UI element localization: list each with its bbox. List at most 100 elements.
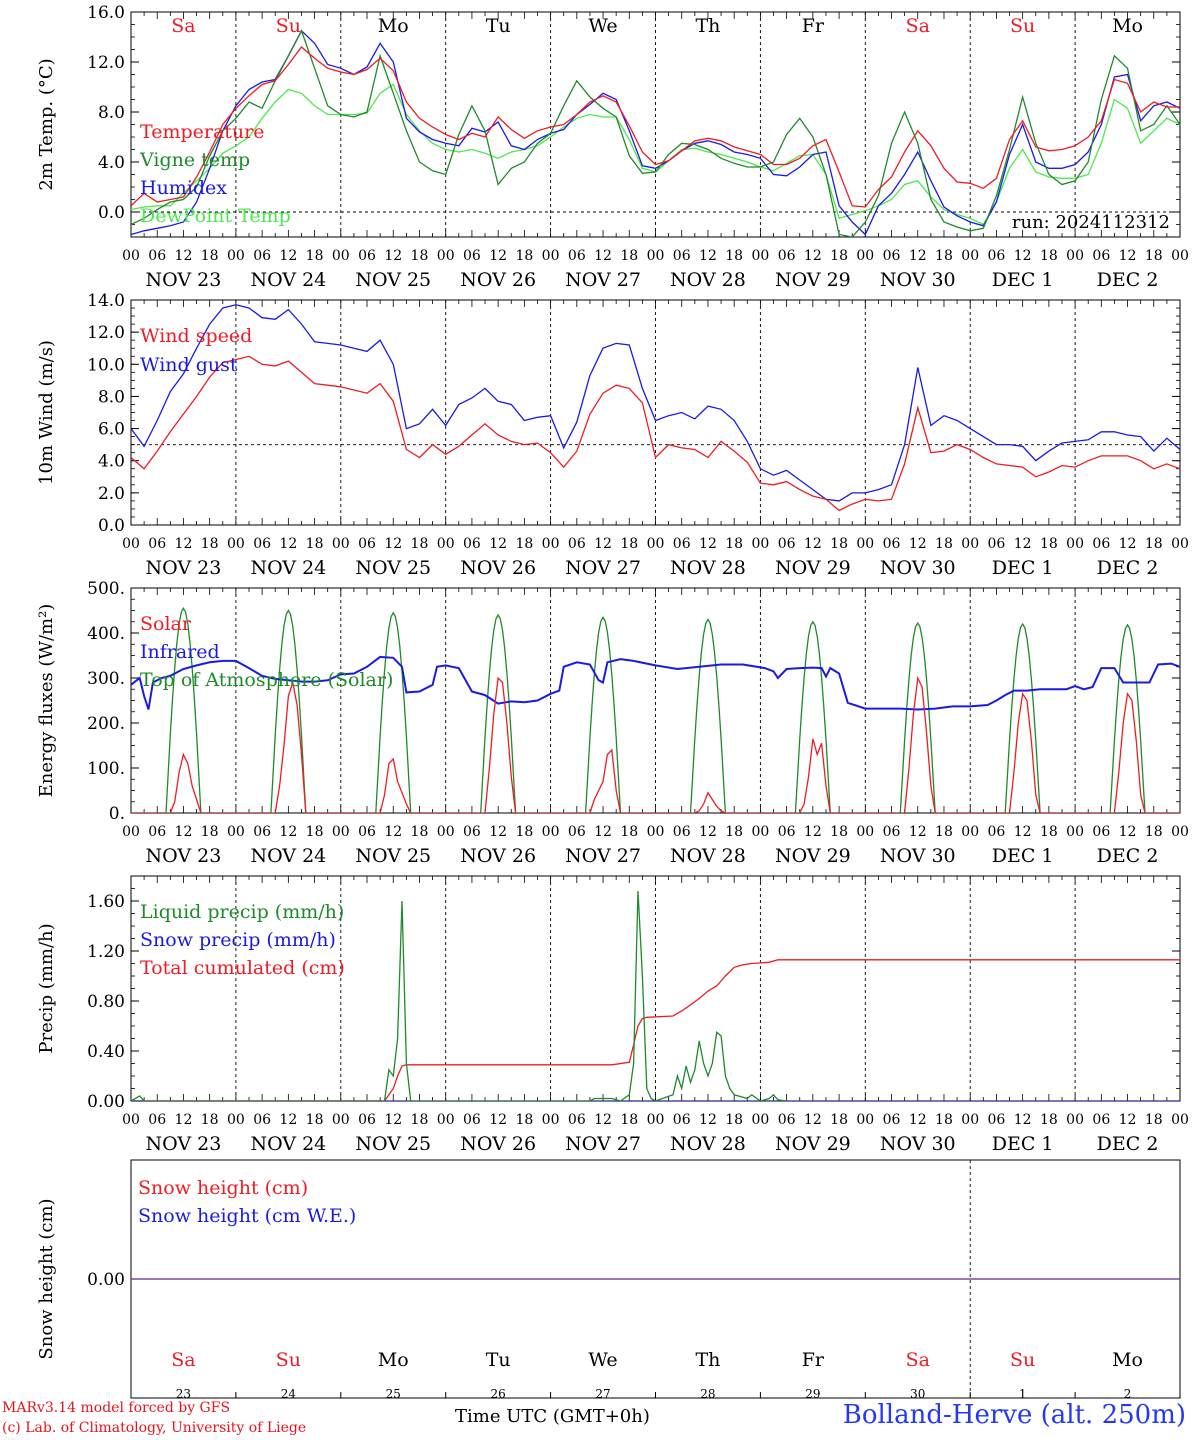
run-annotation: run: 2024112312 bbox=[1012, 212, 1170, 233]
legend-entry: Vigne temp bbox=[139, 149, 250, 171]
hour-label: 12 bbox=[1119, 824, 1137, 840]
hour-label: 12 bbox=[279, 824, 297, 840]
lab-credit: (c) Lab. of Climatology, University of L… bbox=[2, 1420, 307, 1436]
y-axis-label: 10m Wind (m/s) bbox=[36, 340, 57, 485]
series-line-wind-gust bbox=[131, 304, 1180, 502]
hour-label: 12 bbox=[384, 248, 402, 264]
hour-label: 18 bbox=[935, 824, 953, 840]
legend-entry: Liquid precip (mm/h) bbox=[140, 901, 344, 923]
date-label: NOV 24 bbox=[250, 845, 326, 867]
hour-label: 06 bbox=[358, 824, 376, 840]
hour-label: 00 bbox=[751, 824, 769, 840]
hour-label: 00 bbox=[961, 1112, 979, 1128]
hour-label: 12 bbox=[1119, 1112, 1137, 1128]
date-label: NOV 23 bbox=[146, 269, 222, 291]
hour-label: 00 bbox=[227, 1112, 245, 1128]
hour-label: 18 bbox=[411, 824, 429, 840]
hour-label: 06 bbox=[148, 536, 166, 552]
y-tick-label: 12.0 bbox=[87, 53, 125, 73]
hour-label: 18 bbox=[306, 824, 324, 840]
hour-label: 12 bbox=[175, 824, 193, 840]
series-line-dewpoint-temp bbox=[131, 83, 1180, 226]
y-tick-label: 16.0 bbox=[87, 3, 125, 23]
hour-label: 00 bbox=[1171, 248, 1189, 264]
hour-label: 00 bbox=[122, 824, 140, 840]
hour-label: 18 bbox=[515, 1112, 533, 1128]
hour-label: 12 bbox=[1014, 536, 1032, 552]
date-label: NOV 28 bbox=[670, 557, 746, 579]
day-of-week-label: Su bbox=[276, 1349, 301, 1371]
hour-label: 18 bbox=[201, 536, 219, 552]
hour-label: 06 bbox=[988, 536, 1006, 552]
plot-frame bbox=[130, 299, 1181, 526]
date-label: NOV 23 bbox=[146, 845, 222, 867]
hour-label: 00 bbox=[751, 248, 769, 264]
hour-label: 18 bbox=[201, 1112, 219, 1128]
y-tick-label: 2.0 bbox=[98, 484, 125, 504]
hour-label: 00 bbox=[437, 248, 455, 264]
hour-label: 00 bbox=[227, 536, 245, 552]
legend-entry: Humidex bbox=[140, 177, 227, 199]
y-tick-label: 4.0 bbox=[98, 452, 125, 472]
hour-label: 18 bbox=[935, 536, 953, 552]
date-label: NOV 23 bbox=[146, 557, 222, 579]
hour-label: 06 bbox=[673, 1112, 691, 1128]
hour-label: 12 bbox=[175, 248, 193, 264]
hour-label: 18 bbox=[1145, 248, 1163, 264]
series-line-total-cumulated-cm- bbox=[131, 959, 1180, 1101]
day-of-week-label: Su bbox=[1010, 1349, 1035, 1371]
legend-entry: Solar bbox=[140, 613, 192, 635]
hour-label: 12 bbox=[384, 824, 402, 840]
hour-label: 18 bbox=[515, 248, 533, 264]
legend-entry: Snow height (cm) bbox=[138, 1177, 308, 1199]
hour-label: 00 bbox=[542, 1112, 560, 1128]
date-label: NOV 26 bbox=[460, 557, 536, 579]
day-of-week-label: Sa bbox=[906, 15, 930, 37]
hour-label: 00 bbox=[122, 536, 140, 552]
hour-label: 06 bbox=[568, 824, 586, 840]
hour-label: 00 bbox=[961, 824, 979, 840]
y-tick-label: 300. bbox=[87, 669, 125, 689]
hour-label: 12 bbox=[699, 824, 717, 840]
date-label: NOV 25 bbox=[355, 1133, 431, 1155]
hour-label: 18 bbox=[620, 824, 638, 840]
hour-label: 00 bbox=[542, 248, 560, 264]
panel-precip: 0.00 0.40 0.80 1.20 1.60 Precip (mm/h) Liquid … bbox=[36, 875, 1189, 1155]
hour-label: 06 bbox=[358, 1112, 376, 1128]
y-tick-label: 0.80 bbox=[87, 992, 125, 1012]
hour-label: 06 bbox=[778, 1112, 796, 1128]
date-label: DEC 2 bbox=[1097, 1133, 1159, 1155]
hour-label: 00 bbox=[961, 536, 979, 552]
day-of-week-label: Mo bbox=[1112, 15, 1143, 37]
hour-label: 12 bbox=[804, 536, 822, 552]
date-label: NOV 29 bbox=[775, 1133, 851, 1155]
series-line-wind-speed bbox=[131, 355, 1180, 512]
hour-label: 00 bbox=[856, 248, 874, 264]
date-label: NOV 27 bbox=[565, 557, 641, 579]
series-line-humidex bbox=[131, 29, 1180, 236]
day-of-week-label: Th bbox=[695, 1349, 720, 1371]
hour-label: 06 bbox=[568, 248, 586, 264]
hour-label: 12 bbox=[909, 1112, 927, 1128]
hour-label: 06 bbox=[1092, 536, 1110, 552]
hour-label: 00 bbox=[1066, 536, 1084, 552]
day-number-label: 29 bbox=[805, 1387, 820, 1401]
hour-label: 06 bbox=[988, 1112, 1006, 1128]
date-label: NOV 26 bbox=[460, 845, 536, 867]
date-label: NOV 24 bbox=[250, 557, 326, 579]
day-of-week-label: Mo bbox=[1112, 1349, 1143, 1371]
date-label: NOV 27 bbox=[565, 845, 641, 867]
y-tick-label: 1.20 bbox=[87, 942, 125, 962]
y-tick-label: 0.0 bbox=[98, 516, 125, 536]
day-of-week-label: Sa bbox=[171, 1349, 195, 1371]
model-credit: MARv3.14 model forced by GFS bbox=[2, 1400, 231, 1416]
hour-label: 00 bbox=[437, 1112, 455, 1128]
date-label: DEC 2 bbox=[1097, 269, 1159, 291]
hour-label: 12 bbox=[279, 536, 297, 552]
hour-label: 12 bbox=[1119, 248, 1137, 264]
hour-label: 12 bbox=[804, 248, 822, 264]
y-tick-label: 0.40 bbox=[87, 1042, 125, 1062]
date-label: NOV 30 bbox=[880, 845, 956, 867]
legend-entry: Total cumulated (cm) bbox=[140, 957, 345, 979]
